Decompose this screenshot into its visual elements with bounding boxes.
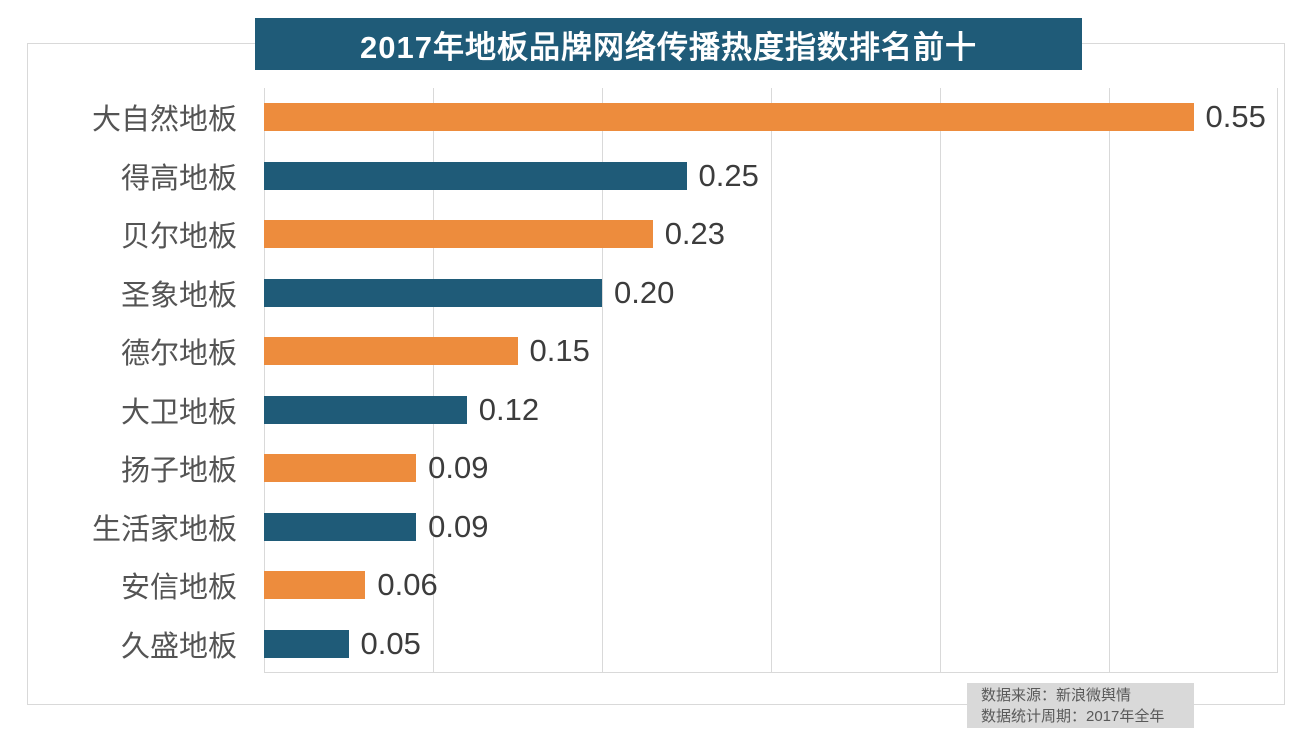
category-label: 德尔地板 [120,338,237,371]
bar [264,161,687,190]
bar-track: 0.06 [264,556,1278,615]
gridline-0.3 [771,88,772,672]
gridline-0.5 [1108,88,1110,672]
bar-track: 0.12 [264,381,1278,440]
gridline-0.6 [1277,88,1278,672]
bar [264,454,417,483]
bar [264,571,366,600]
category-label: 大卫地板 [120,396,237,429]
chart-title: 2017年地板品牌网络传播热度指数排名前十 [255,18,1082,70]
bar [264,337,518,366]
gridline-0.0 [264,88,265,672]
value-label: 0.20 [614,274,675,310]
bar [264,103,1194,132]
bar [264,629,349,658]
value-label: 0.25 [698,157,759,193]
category-label: 安信地板 [120,572,237,605]
bar-track: 0.55 [264,88,1278,147]
value-label: 0.06 [377,567,438,603]
bar-row: 贝尔地板 0.23 [27,205,1278,264]
bar-row: 久盛地板 0.05 [27,615,1278,674]
value-label: 0.05 [360,625,421,661]
bar [264,278,602,307]
bar-track: 0.09 [264,498,1278,557]
category-label: 圣象地板 [120,279,237,312]
bar-row: 大卫地板 0.12 [27,381,1278,440]
gridlines [264,88,1278,673]
bar-track: 0.09 [264,439,1278,498]
data-period-line: 数据统计周期：2017年全年 [981,708,1165,725]
bar-row: 生活家地板 0.09 [27,498,1278,557]
value-label: 0.09 [428,450,489,486]
bar [264,512,417,541]
bar-row: 扬子地板 0.09 [27,439,1278,498]
category-label: 久盛地板 [120,630,237,663]
data-source-box: 数据来源：新浪微舆情 数据统计周期：2017年全年 [967,683,1194,728]
gridline-0.4 [940,88,941,672]
bar-track: 0.05 [264,615,1278,674]
bar [264,220,653,249]
value-label: 0.09 [428,508,489,544]
bar-rows: 大自然地板 0.55 得高地板 0.25 贝尔地板 0.23 圣象地板 [27,88,1278,673]
category-label: 得高地板 [120,162,237,195]
bar-track: 0.23 [264,205,1278,264]
value-label: 0.23 [664,216,726,252]
category-label: 扬子地板 [120,455,237,488]
gridline-0.1 [433,88,434,672]
gridline-0.2 [601,88,603,672]
category-label: 贝尔地板 [120,221,237,254]
value-label: 0.12 [478,391,540,427]
bar-row: 安信地板 0.06 [27,556,1278,615]
value-label: 0.15 [529,333,590,369]
bar-track: 0.15 [264,322,1278,381]
bar-row: 圣象地板 0.20 [27,264,1278,323]
bar-track: 0.20 [264,264,1278,323]
bar-row: 大自然地板 0.55 [27,88,1278,147]
category-label: 大自然地板 [91,104,237,137]
bar-row: 得高地板 0.25 [27,147,1278,206]
category-label: 生活家地板 [91,513,237,546]
bar-track: 0.25 [264,147,1278,206]
bar-row: 德尔地板 0.15 [27,322,1278,381]
bar [264,395,467,424]
data-source-line: 数据来源：新浪微舆情 [981,687,1132,704]
value-label: 0.55 [1205,99,1266,135]
